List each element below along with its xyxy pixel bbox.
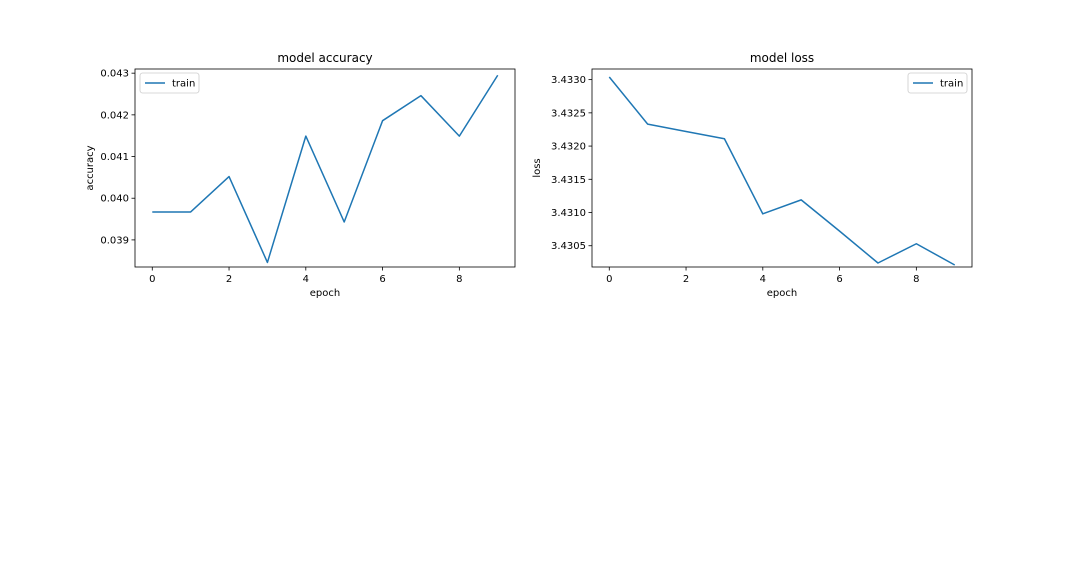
loss-y-tick-label: 3.4305 bbox=[551, 241, 586, 252]
accuracy-x-axis-label: epoch bbox=[310, 288, 340, 299]
loss-x-tick-label: 4 bbox=[760, 274, 766, 285]
loss-y-tick-label: 3.4310 bbox=[551, 208, 586, 219]
accuracy-axes-frame bbox=[134, 68, 516, 268]
accuracy-series-train-line bbox=[152, 74, 499, 264]
loss-chart-title: model loss bbox=[750, 51, 814, 65]
accuracy-x-tick-label: 6 bbox=[379, 274, 385, 285]
loss-x-tick-label: 6 bbox=[836, 274, 842, 285]
loss-legend bbox=[907, 72, 968, 94]
loss-y-tick-label: 3.4320 bbox=[551, 142, 586, 153]
accuracy-y-tick-label: 0.039 bbox=[100, 235, 129, 246]
accuracy-chart-title: model accuracy bbox=[277, 51, 372, 65]
accuracy-x-tick-label: 8 bbox=[456, 274, 462, 285]
loss-y-tick-label: 3.4325 bbox=[551, 108, 586, 119]
loss-x-tick-label: 2 bbox=[683, 274, 689, 285]
accuracy-y-tick-label: 0.042 bbox=[100, 110, 129, 121]
accuracy-y-tick-label: 0.040 bbox=[100, 194, 129, 205]
loss-y-axis-label: loss bbox=[532, 158, 543, 177]
loss-x-tick-label: 0 bbox=[606, 274, 612, 285]
accuracy-y-axis-label: accuracy bbox=[85, 145, 96, 190]
loss-y-tick-label: 3.4330 bbox=[551, 75, 586, 86]
loss-y-tick-label: 3.4315 bbox=[551, 175, 586, 186]
accuracy-legend bbox=[139, 72, 200, 94]
accuracy-legend-label: train bbox=[172, 79, 195, 90]
accuracy-x-tick-label: 0 bbox=[149, 274, 155, 285]
loss-series-train-line bbox=[608, 76, 956, 266]
accuracy-x-tick-label: 4 bbox=[303, 274, 309, 285]
loss-x-axis-label: epoch bbox=[767, 288, 797, 299]
accuracy-x-tick-label: 2 bbox=[226, 274, 232, 285]
accuracy-y-tick-label: 0.041 bbox=[100, 152, 129, 163]
accuracy-y-tick-label: 0.043 bbox=[100, 69, 129, 80]
loss-x-tick-label: 8 bbox=[913, 274, 919, 285]
loss-legend-label: train bbox=[940, 79, 963, 90]
loss-axes-frame bbox=[591, 68, 973, 268]
